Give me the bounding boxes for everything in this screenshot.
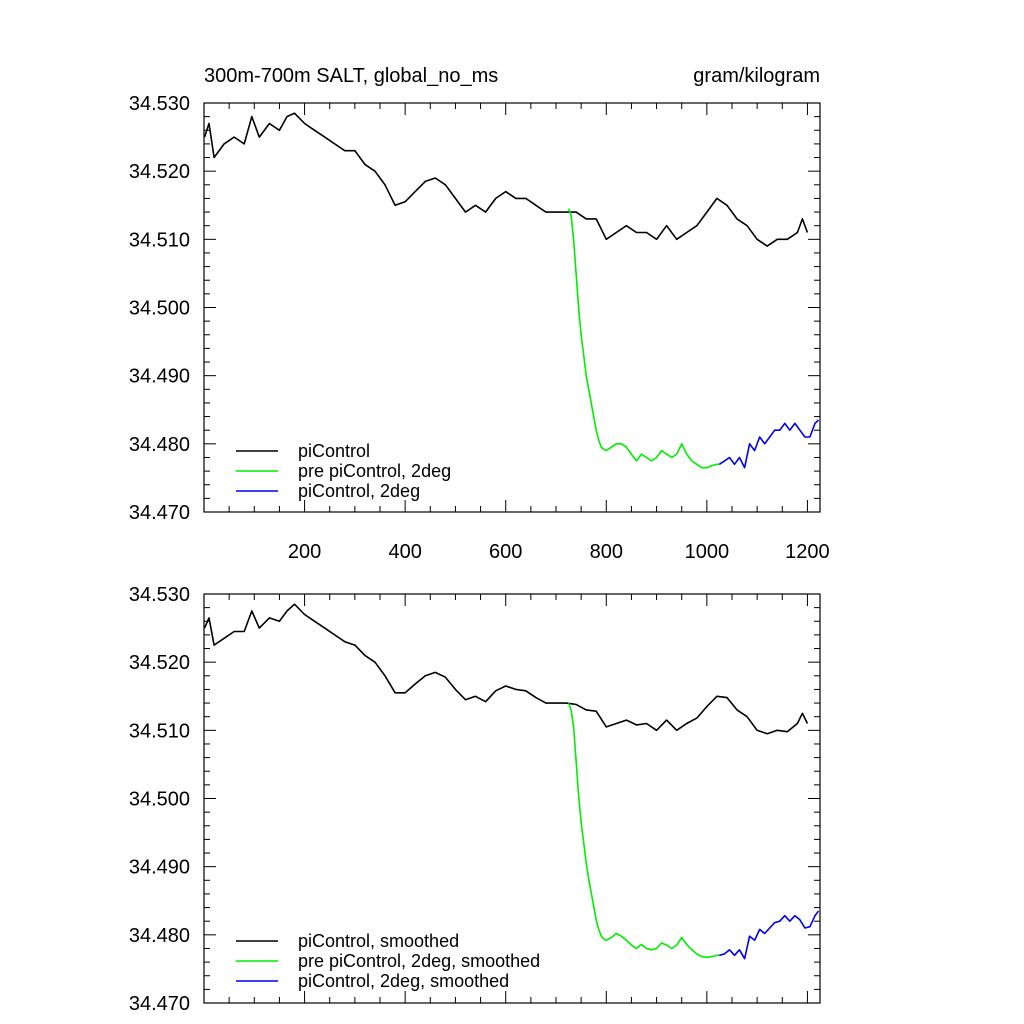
y-tick-label: 34.510 [129, 229, 190, 251]
bottom-panel: 34.470 34.480 34.490 34.500 34.510 34.520 34.5… [129, 584, 821, 1015]
legend-label-2: piControl, 2deg, smoothed [298, 971, 509, 991]
x-tick-label: 400 [388, 541, 421, 563]
y-tick-label: 34.530 [129, 93, 190, 115]
units-label: gram/kilogram [693, 65, 820, 87]
y-tick-label: 34.480 [129, 434, 190, 456]
legend-label-0: piControl, smoothed [298, 931, 459, 951]
series-line-0 [203, 112, 809, 247]
y-tick-label: 34.520 [129, 161, 190, 183]
plot-frame [203, 593, 821, 1004]
legend-label-1: pre piControl, 2deg [298, 461, 451, 481]
y-tick-label: 34.490 [129, 857, 190, 879]
top-panel: 300m-700m SALT, global_no_ms gram/kilogr… [129, 65, 830, 563]
y-tick-label: 34.490 [129, 366, 190, 388]
series-line-1 [567, 208, 720, 469]
y-tick-label: 34.510 [129, 720, 190, 742]
x-tick-label: 1200 [785, 541, 830, 563]
plot-frame [203, 102, 821, 513]
chart-title: 300m-700m SALT, global_no_ms [204, 65, 498, 87]
x-tick-label: 600 [489, 541, 522, 563]
y-tick-label: 34.500 [129, 789, 190, 811]
x-tick-label: 800 [590, 541, 623, 563]
y-tick-label: 34.500 [129, 298, 190, 320]
y-tick-label: 34.470 [129, 993, 190, 1015]
series-line-2 [718, 419, 820, 469]
y-tick-label: 34.520 [129, 652, 190, 674]
y-tick-label: 34.470 [129, 502, 190, 524]
y-tick-label: 34.530 [129, 584, 190, 606]
legend-label-0: piControl [298, 441, 370, 461]
legend-label-1: pre piControl, 2deg, smoothed [298, 951, 540, 971]
series-line-1 [567, 702, 720, 959]
series-line-2 [719, 910, 820, 960]
x-tick-label: 1000 [685, 541, 730, 563]
y-tick-label: 34.480 [129, 925, 190, 947]
legend-label-2: piControl, 2deg [298, 481, 420, 501]
series-line-0 [203, 603, 809, 735]
x-tick-label: 200 [288, 541, 321, 563]
